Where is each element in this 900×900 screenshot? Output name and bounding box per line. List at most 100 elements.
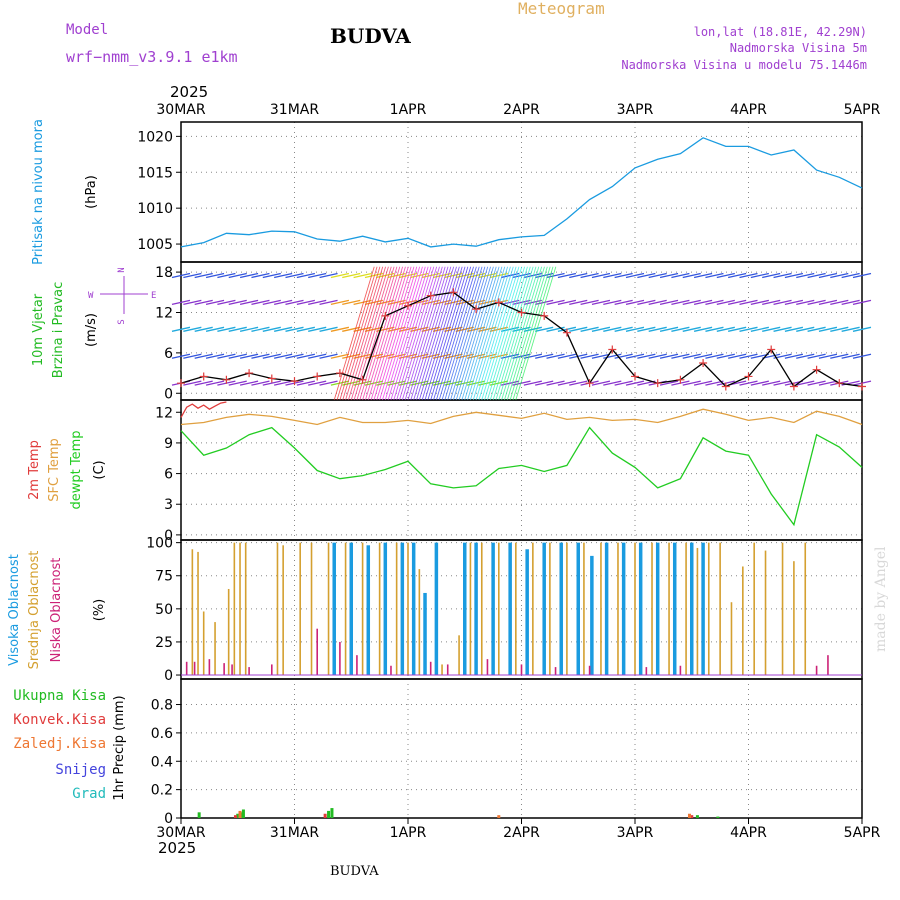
x-tick-label-top: 3APR [617, 102, 654, 118]
wind-barb [569, 353, 588, 359]
wind-speed-marker [313, 372, 322, 381]
cloud-bar [423, 592, 427, 676]
wind-barb [637, 272, 656, 279]
wind-barb [750, 326, 769, 332]
wind-barb [580, 299, 599, 306]
precip-bar [716, 816, 720, 818]
wind-hatch-line [387, 266, 429, 401]
wind-barb [364, 272, 384, 279]
wind-barb [796, 380, 815, 386]
cloud-bar [299, 542, 301, 676]
compass-s: S [117, 319, 127, 324]
wind-barb [228, 353, 247, 359]
wind-hatch-line [430, 266, 472, 401]
wind-speed-marker [267, 374, 276, 383]
y-tick-label: 6 [164, 467, 173, 483]
wind-barb [603, 326, 622, 332]
wind-barb [818, 299, 838, 306]
wind-barb [478, 380, 497, 386]
wind-speed-marker [494, 298, 503, 307]
wind-hatch-line [413, 266, 455, 401]
wind-barb [387, 353, 406, 359]
wind-barb [716, 272, 735, 279]
wind-barb [466, 299, 486, 306]
wind-hatch-line [509, 266, 551, 401]
wind-barb [546, 299, 565, 306]
precip-bar [695, 815, 699, 818]
wind-speed-marker [245, 369, 254, 378]
wind-barb [807, 380, 826, 386]
cloud-bar [566, 542, 568, 676]
cloud-bar [332, 542, 336, 676]
wind-barb [750, 380, 769, 386]
wind-speed-marker [608, 345, 617, 354]
wind-barb [557, 353, 577, 359]
wind-barb [637, 353, 656, 359]
wind-hatch-line [376, 266, 418, 401]
wind-barb [818, 326, 838, 332]
precip-bar [327, 810, 331, 818]
precip-bar [690, 815, 694, 818]
wind-barb [591, 353, 611, 359]
wind-barb [262, 380, 281, 386]
wind-speed-marker [653, 379, 662, 388]
wind-barb [262, 299, 281, 306]
wind-speed-marker [562, 328, 571, 337]
wind-barb [523, 299, 542, 306]
wind-barb [455, 326, 474, 332]
wind-barb [614, 272, 633, 279]
cloud-label-0: Visoka Oblacnost [7, 554, 22, 666]
precip-bar [497, 815, 501, 818]
wind-barb [659, 272, 679, 279]
wind-barb [852, 326, 872, 332]
y-tick-label: 50 [155, 602, 173, 618]
wind-barb [342, 326, 361, 332]
wind-barb [762, 326, 781, 332]
precip-bar [241, 809, 245, 818]
wind-barb [478, 299, 497, 306]
wind-barb [648, 299, 667, 306]
wind-barb [342, 380, 361, 386]
wind-speed-marker [199, 372, 208, 381]
wind-barb [637, 299, 656, 306]
wind-barb [852, 353, 872, 359]
wind-barb [205, 299, 225, 306]
wind-barb [421, 380, 440, 386]
temp-unit: (C) [92, 460, 107, 479]
lonlat: lon,lat (18.81E, 42.29N) [694, 25, 867, 39]
wind-barb [523, 380, 542, 386]
wind-barb [830, 326, 849, 332]
wind-barb [364, 326, 384, 332]
wind-barb [330, 299, 350, 306]
wind-hatch-line [452, 266, 494, 401]
wind-barb [296, 272, 315, 279]
wind-barb [251, 299, 270, 306]
wind-barb [466, 353, 486, 359]
wind-barb [614, 326, 633, 332]
wind-barbs [171, 272, 872, 386]
year-top: 2025 [170, 83, 208, 101]
wind-barb [841, 326, 860, 332]
cloud-label-2: Niska Oblacnost [49, 558, 64, 663]
wind-barb [319, 380, 338, 386]
wind-barb [239, 326, 259, 332]
wind-hatch-line [370, 266, 412, 401]
wind-barb [614, 353, 633, 359]
wind-hatch-line [475, 266, 517, 401]
wind-barb [671, 353, 690, 359]
wind-barb [228, 326, 247, 332]
cloud-bar [407, 542, 409, 676]
precip-legend-4: Grad [72, 786, 106, 802]
cloud-bar [753, 542, 755, 676]
wind-barb [512, 353, 531, 359]
wind-hatch-line [407, 266, 449, 401]
wind-hatch-line [504, 266, 545, 401]
wind-hatch-line [396, 266, 438, 401]
wind-barb [830, 353, 849, 359]
cloud-bar [764, 550, 767, 676]
cloud-bar [679, 665, 682, 676]
wind-barb [205, 272, 225, 279]
wind-hatch-line [441, 266, 483, 401]
cloud-bar [542, 542, 546, 676]
